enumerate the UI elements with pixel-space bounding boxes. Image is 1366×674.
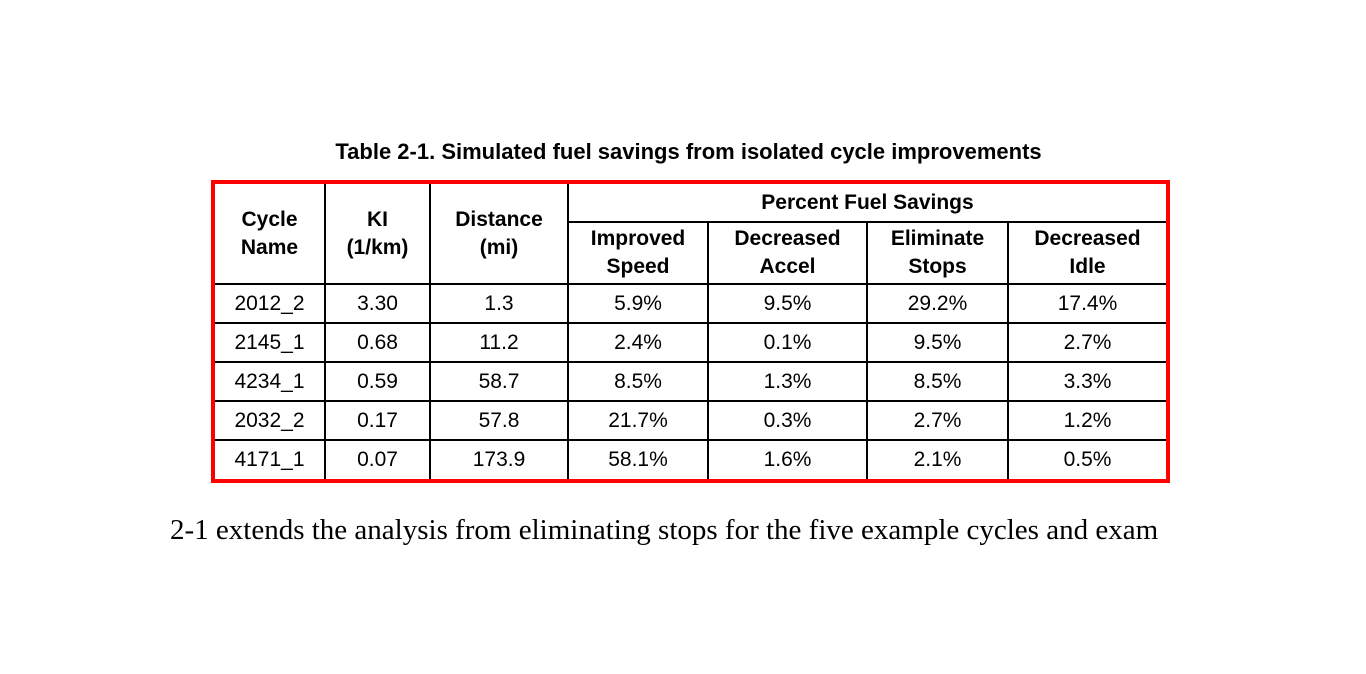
body-paragraph-text: 2-1 extends the analysis from eliminatin…	[170, 514, 1159, 546]
cell-distance: 1.3	[430, 284, 569, 324]
cell-decreased-accel: 0.1%	[708, 323, 868, 363]
table-row: 4171_1 0.07 173.9 58.1% 1.6% 2.1% 0.5%	[215, 440, 1166, 479]
cell-decreased-accel: 9.5%	[708, 284, 868, 324]
cell-eliminate-stops: 2.1%	[867, 440, 1009, 479]
header-row-sub: Improved Speed Decreased Accel Eliminate…	[215, 222, 1166, 285]
cell-decreased-idle: 2.7%	[1008, 323, 1166, 363]
cell-cycle-name: 2032_2	[215, 401, 326, 441]
cell-ki: 0.68	[325, 323, 431, 363]
cell-improved-speed: 5.9%	[568, 284, 709, 324]
cell-decreased-accel: 0.3%	[708, 401, 868, 441]
table-caption: Table 2-1. Simulated fuel savings from i…	[335, 139, 1042, 164]
cell-eliminate-stops: 8.5%	[867, 362, 1009, 402]
table-row: 4234_1 0.59 58.7 8.5% 1.3% 8.5% 3.3%	[215, 362, 1166, 402]
header-cell-percent-fuel-savings: Percent Fuel Savings	[568, 184, 1166, 223]
table-row: 2032_2 0.17 57.8 21.7% 0.3% 2.7% 1.2%	[215, 401, 1166, 441]
cell-decreased-idle: 1.2%	[1008, 401, 1166, 441]
cell-ki: 0.17	[325, 401, 431, 441]
header-cell-ki: KI (1/km)	[325, 184, 431, 285]
header-row-top: Cycle Name KI (1/km) Distance (mi) Perce…	[215, 184, 1166, 285]
header-cell-eliminate-stops: Eliminate Stops	[867, 222, 1009, 285]
cell-decreased-idle: 17.4%	[1008, 284, 1166, 324]
header-cell-distance: Distance (mi)	[430, 184, 569, 285]
cell-distance: 57.8	[430, 401, 569, 441]
cell-eliminate-stops: 2.7%	[867, 401, 1009, 441]
header-cell-decreased-accel: Decreased Accel	[708, 222, 868, 285]
header-cell-cycle-name: Cycle Name	[215, 184, 326, 285]
cell-distance: 58.7	[430, 362, 569, 402]
fuel-savings-table: Cycle Name KI (1/km) Distance (mi) Perce…	[215, 184, 1166, 479]
cell-improved-speed: 58.1%	[568, 440, 709, 479]
cell-cycle-name: 2145_1	[215, 323, 326, 363]
cell-cycle-name: 4171_1	[215, 440, 326, 479]
cell-decreased-idle: 0.5%	[1063, 448, 1112, 471]
cell-improved-speed: 21.7%	[568, 401, 709, 441]
table-row: 2145_1 0.68 11.2 2.4% 0.1% 9.5% 2.7%	[215, 323, 1166, 363]
cell-decreased-idle: 3.3%	[1008, 362, 1166, 402]
cell-decreased-accel: 1.6%	[708, 440, 868, 479]
cell-cycle-name: 4234_1	[215, 362, 326, 402]
table-row: 2012_2 3.30 1.3 5.9% 9.5% 29.2% 17.4%	[215, 284, 1166, 324]
cell-decreased-accel: 1.3%	[708, 362, 868, 402]
cell-improved-speed: 8.5%	[568, 362, 709, 402]
cell-ki: 0.07	[325, 440, 431, 479]
fuel-savings-table-frame: Cycle Name KI (1/km) Distance (mi) Perce…	[211, 180, 1170, 483]
cell-improved-speed: 2.4%	[568, 323, 709, 363]
cell-ki: 0.59	[325, 362, 431, 402]
cell-distance: 11.2	[430, 323, 569, 363]
cell-distance: 173.9	[430, 440, 569, 479]
header-cell-decreased-idle: Decreased Idle	[1008, 222, 1166, 285]
cell-cycle-name: 2012_2	[215, 284, 326, 324]
header-cell-improved-speed: Improved Speed	[568, 222, 709, 285]
cell-eliminate-stops: 9.5%	[867, 323, 1009, 363]
cell-eliminate-stops: 29.2%	[867, 284, 1009, 324]
cell-ki: 3.30	[325, 284, 431, 324]
